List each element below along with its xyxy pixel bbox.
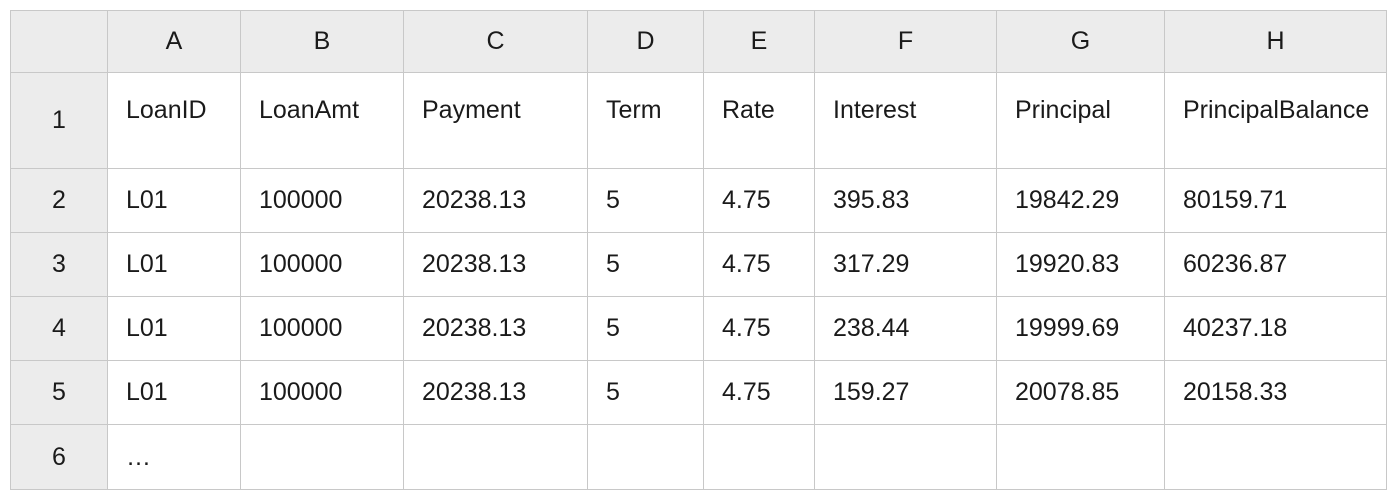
cell-d2[interactable]: 5 xyxy=(587,168,704,233)
cell-c4[interactable]: 20238.13 xyxy=(403,296,588,361)
column-header-a[interactable]: A xyxy=(107,10,241,73)
cell-d1[interactable]: Term xyxy=(587,72,704,169)
cell-a4[interactable]: L01 xyxy=(107,296,241,361)
cell-g3[interactable]: 19920.83 xyxy=(996,232,1165,297)
cell-b6[interactable] xyxy=(240,424,404,490)
cell-c6[interactable] xyxy=(403,424,588,490)
cell-a3[interactable]: L01 xyxy=(107,232,241,297)
cell-e6[interactable] xyxy=(703,424,815,490)
cell-g2[interactable]: 19842.29 xyxy=(996,168,1165,233)
cell-f4[interactable]: 238.44 xyxy=(814,296,997,361)
cell-b3[interactable]: 100000 xyxy=(240,232,404,297)
column-header-e[interactable]: E xyxy=(703,10,815,73)
spreadsheet-grid: A B C D E F G H 1 LoanID LoanAmt Payment… xyxy=(10,10,1387,490)
row-header-5[interactable]: 5 xyxy=(10,360,108,425)
cell-e1[interactable]: Rate xyxy=(703,72,815,169)
cell-c5[interactable]: 20238.13 xyxy=(403,360,588,425)
cell-h3[interactable]: 60236.87 xyxy=(1164,232,1387,297)
column-header-f[interactable]: F xyxy=(814,10,997,73)
table-row: 4 L01 100000 20238.13 5 4.75 238.44 1999… xyxy=(10,296,1387,361)
cell-a1[interactable]: LoanID xyxy=(107,72,241,169)
column-header-b[interactable]: B xyxy=(240,10,404,73)
cell-g6[interactable] xyxy=(996,424,1165,490)
cell-c1[interactable]: Payment xyxy=(403,72,588,169)
table-row: 6 … xyxy=(10,424,1387,490)
cell-a5[interactable]: L01 xyxy=(107,360,241,425)
cell-h5[interactable]: 20158.33 xyxy=(1164,360,1387,425)
cell-b5[interactable]: 100000 xyxy=(240,360,404,425)
table-row: 2 L01 100000 20238.13 5 4.75 395.83 1984… xyxy=(10,168,1387,233)
cell-b4[interactable]: 100000 xyxy=(240,296,404,361)
row-header-4[interactable]: 4 xyxy=(10,296,108,361)
cell-g1[interactable]: Principal xyxy=(996,72,1165,169)
cell-d3[interactable]: 5 xyxy=(587,232,704,297)
column-header-c[interactable]: C xyxy=(403,10,588,73)
cell-b1[interactable]: LoanAmt xyxy=(240,72,404,169)
row-header-2[interactable]: 2 xyxy=(10,168,108,233)
cell-f2[interactable]: 395.83 xyxy=(814,168,997,233)
cell-d6[interactable] xyxy=(587,424,704,490)
table-row: 1 LoanID LoanAmt Payment Term Rate Inter… xyxy=(10,72,1387,169)
cell-g4[interactable]: 19999.69 xyxy=(996,296,1165,361)
column-header-row: A B C D E F G H xyxy=(10,10,1387,73)
row-header-6[interactable]: 6 xyxy=(10,424,108,490)
cell-a2[interactable]: L01 xyxy=(107,168,241,233)
column-header-h[interactable]: H xyxy=(1164,10,1387,73)
cell-h2[interactable]: 80159.71 xyxy=(1164,168,1387,233)
cell-e3[interactable]: 4.75 xyxy=(703,232,815,297)
cell-c3[interactable]: 20238.13 xyxy=(403,232,588,297)
cell-f6[interactable] xyxy=(814,424,997,490)
cell-e4[interactable]: 4.75 xyxy=(703,296,815,361)
cell-d4[interactable]: 5 xyxy=(587,296,704,361)
column-header-d[interactable]: D xyxy=(587,10,704,73)
select-all-corner[interactable] xyxy=(10,10,108,73)
table-row: 3 L01 100000 20238.13 5 4.75 317.29 1992… xyxy=(10,232,1387,297)
table-row: 5 L01 100000 20238.13 5 4.75 159.27 2007… xyxy=(10,360,1387,425)
cell-f1[interactable]: Interest xyxy=(814,72,997,169)
cell-e5[interactable]: 4.75 xyxy=(703,360,815,425)
cell-f5[interactable]: 159.27 xyxy=(814,360,997,425)
row-header-1[interactable]: 1 xyxy=(10,72,108,169)
cell-c2[interactable]: 20238.13 xyxy=(403,168,588,233)
column-header-g[interactable]: G xyxy=(996,10,1165,73)
cell-e2[interactable]: 4.75 xyxy=(703,168,815,233)
cell-g5[interactable]: 20078.85 xyxy=(996,360,1165,425)
cell-a6[interactable]: … xyxy=(107,424,241,490)
cell-h1[interactable]: PrincipalBalance xyxy=(1164,72,1387,169)
row-header-3[interactable]: 3 xyxy=(10,232,108,297)
cell-b2[interactable]: 100000 xyxy=(240,168,404,233)
cell-f3[interactable]: 317.29 xyxy=(814,232,997,297)
cell-h6[interactable] xyxy=(1164,424,1387,490)
cell-d5[interactable]: 5 xyxy=(587,360,704,425)
cell-h4[interactable]: 40237.18 xyxy=(1164,296,1387,361)
